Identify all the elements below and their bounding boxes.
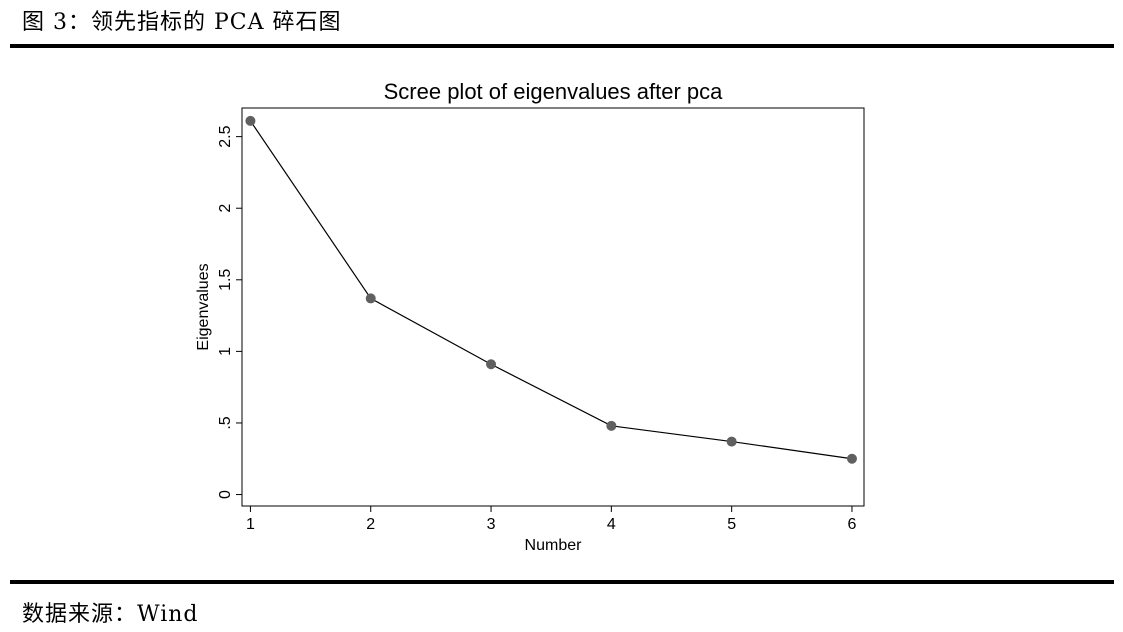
y-tick-label: 1 xyxy=(217,347,234,356)
eigenvalue-series-line xyxy=(249,120,853,460)
x-tick-label: 3 xyxy=(487,516,496,533)
eigenvalue-point xyxy=(486,359,497,370)
eigenvalue-point xyxy=(365,293,376,304)
bottom-rule xyxy=(10,580,1114,584)
top-rule xyxy=(10,44,1114,48)
y-axis: 0 .5 1 1.5 2 2.5 xyxy=(217,125,242,499)
eigenvalue-point xyxy=(846,453,857,464)
data-source-note: 数据来源：Wind xyxy=(22,602,199,627)
x-tick-label: 6 xyxy=(848,516,857,533)
y-tick-label: 1.5 xyxy=(217,269,234,291)
plot-area-frame xyxy=(241,107,865,507)
y-axis-label: Eigenvalues xyxy=(195,263,212,350)
x-axis-label: Number xyxy=(525,537,583,554)
eigenvalue-markers xyxy=(245,115,857,464)
y-tick-label: 2.5 xyxy=(217,125,234,147)
y-tick-label: 0 xyxy=(217,490,234,499)
figure-title: 图 3：领先指标的 PCA 碎石图 xyxy=(22,10,342,35)
eigenvalue-point xyxy=(606,420,617,431)
chart-title: Scree plot of eigenvalues after pca xyxy=(384,79,724,104)
x-tick-label: 4 xyxy=(607,516,616,533)
eigenvalue-point xyxy=(245,115,256,126)
x-tick-label: 2 xyxy=(366,516,375,533)
y-tick-label: .5 xyxy=(217,416,234,429)
x-axis: 1 2 3 4 5 6 xyxy=(246,506,857,533)
y-tick-label: 2 xyxy=(217,204,234,213)
x-tick-label: 5 xyxy=(727,516,736,533)
eigenvalue-point xyxy=(726,436,737,447)
x-tick-label: 1 xyxy=(246,516,255,533)
